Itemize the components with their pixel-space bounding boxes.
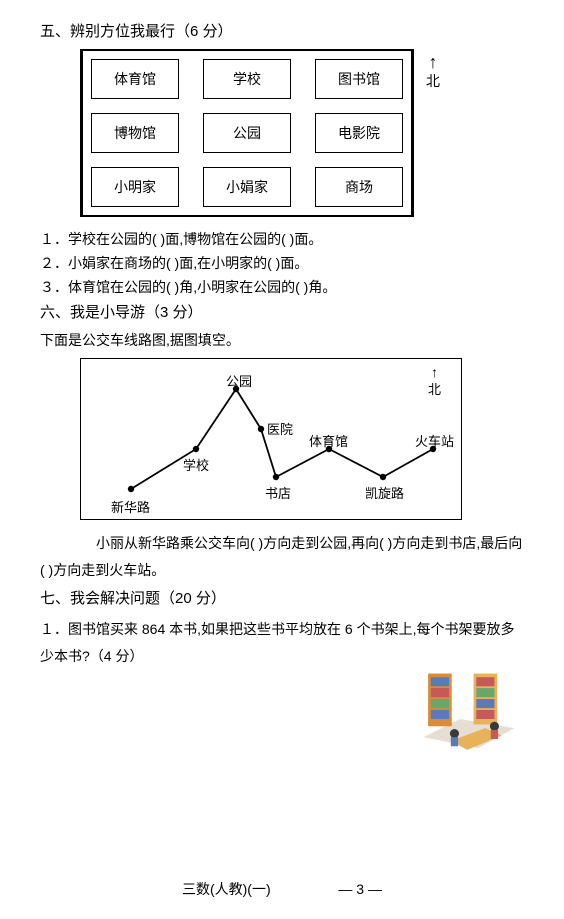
cell-2: 图书馆	[315, 59, 403, 99]
route-north-arrow-icon: ↑	[431, 365, 438, 379]
s5-q2: ２．小娟家在商场的( )面,在小明家的( )面。	[40, 253, 524, 273]
direction-grid-wrap: 体育馆 学校 图书馆 博物馆 公园 电影院 小明家 小娟家 商场 ↑ 北	[80, 49, 524, 217]
cell-6: 小明家	[91, 167, 179, 207]
library-illustration	[414, 669, 524, 769]
footer-right: — 3 —	[338, 881, 382, 897]
route-stop-label: 凯旋路	[365, 483, 404, 502]
bus-route-diagram: ↑ 北 新华路 学校 公园医院书店 体育馆凯旋路 火车站	[80, 358, 462, 520]
cell-0: 体育馆	[91, 59, 179, 99]
route-stop-label: 医院	[267, 419, 293, 438]
library-icon	[414, 669, 524, 769]
section7-title: 七、我会解决问题（20 分）	[40, 587, 524, 608]
route-stop-label: 学校	[183, 455, 209, 474]
cell-3: 博物馆	[91, 113, 179, 153]
section6-title: 六、我是小导游（3 分）	[40, 301, 524, 322]
cell-4: 公园	[203, 113, 291, 153]
footer-left: 三数(人教)(一)	[182, 881, 271, 897]
north-text: 北	[426, 71, 440, 91]
route-stop-label: 火车站	[415, 431, 454, 450]
cell-8: 商场	[315, 167, 403, 207]
route-stop-label: 公园	[226, 371, 252, 390]
section6-intro: 下面是公交车线路图,据图填空。	[40, 330, 524, 350]
section5-title: 五、辨别方位我最行（6 分）	[40, 20, 524, 41]
route-north-text: 北	[428, 379, 441, 398]
north-indicator: ↑ 北	[422, 53, 444, 91]
s5-q3: ３．体育馆在公园的( )角,小明家在公园的( )角。	[40, 277, 524, 297]
route-stop-label: 体育馆	[309, 431, 348, 450]
cell-7: 小娟家	[203, 167, 291, 207]
section6-paragraph: 小丽从新华路乘公交车向( )方向走到公园,再向( )方向走到书店,最后向( )方…	[40, 530, 524, 583]
page-footer: 三数(人教)(一) — 3 —	[40, 879, 524, 899]
direction-grid: 体育馆 学校 图书馆 博物馆 公园 电影院 小明家 小娟家 商场	[80, 49, 414, 217]
route-north-indicator: ↑ 北	[428, 365, 441, 398]
route-stop-label: 书店	[265, 483, 291, 502]
route-stop-label: 新华路	[111, 497, 150, 516]
s5-q1: １．学校在公园的( )面,博物馆在公园的( )面。	[40, 229, 524, 249]
north-arrow-icon: ↑	[429, 53, 438, 71]
s7-q1: １．图书馆买来 864 本书,如果把这些书平均放在 6 个书架上,每个书架要放多…	[40, 616, 524, 669]
cell-1: 学校	[203, 59, 291, 99]
cell-5: 电影院	[315, 113, 403, 153]
